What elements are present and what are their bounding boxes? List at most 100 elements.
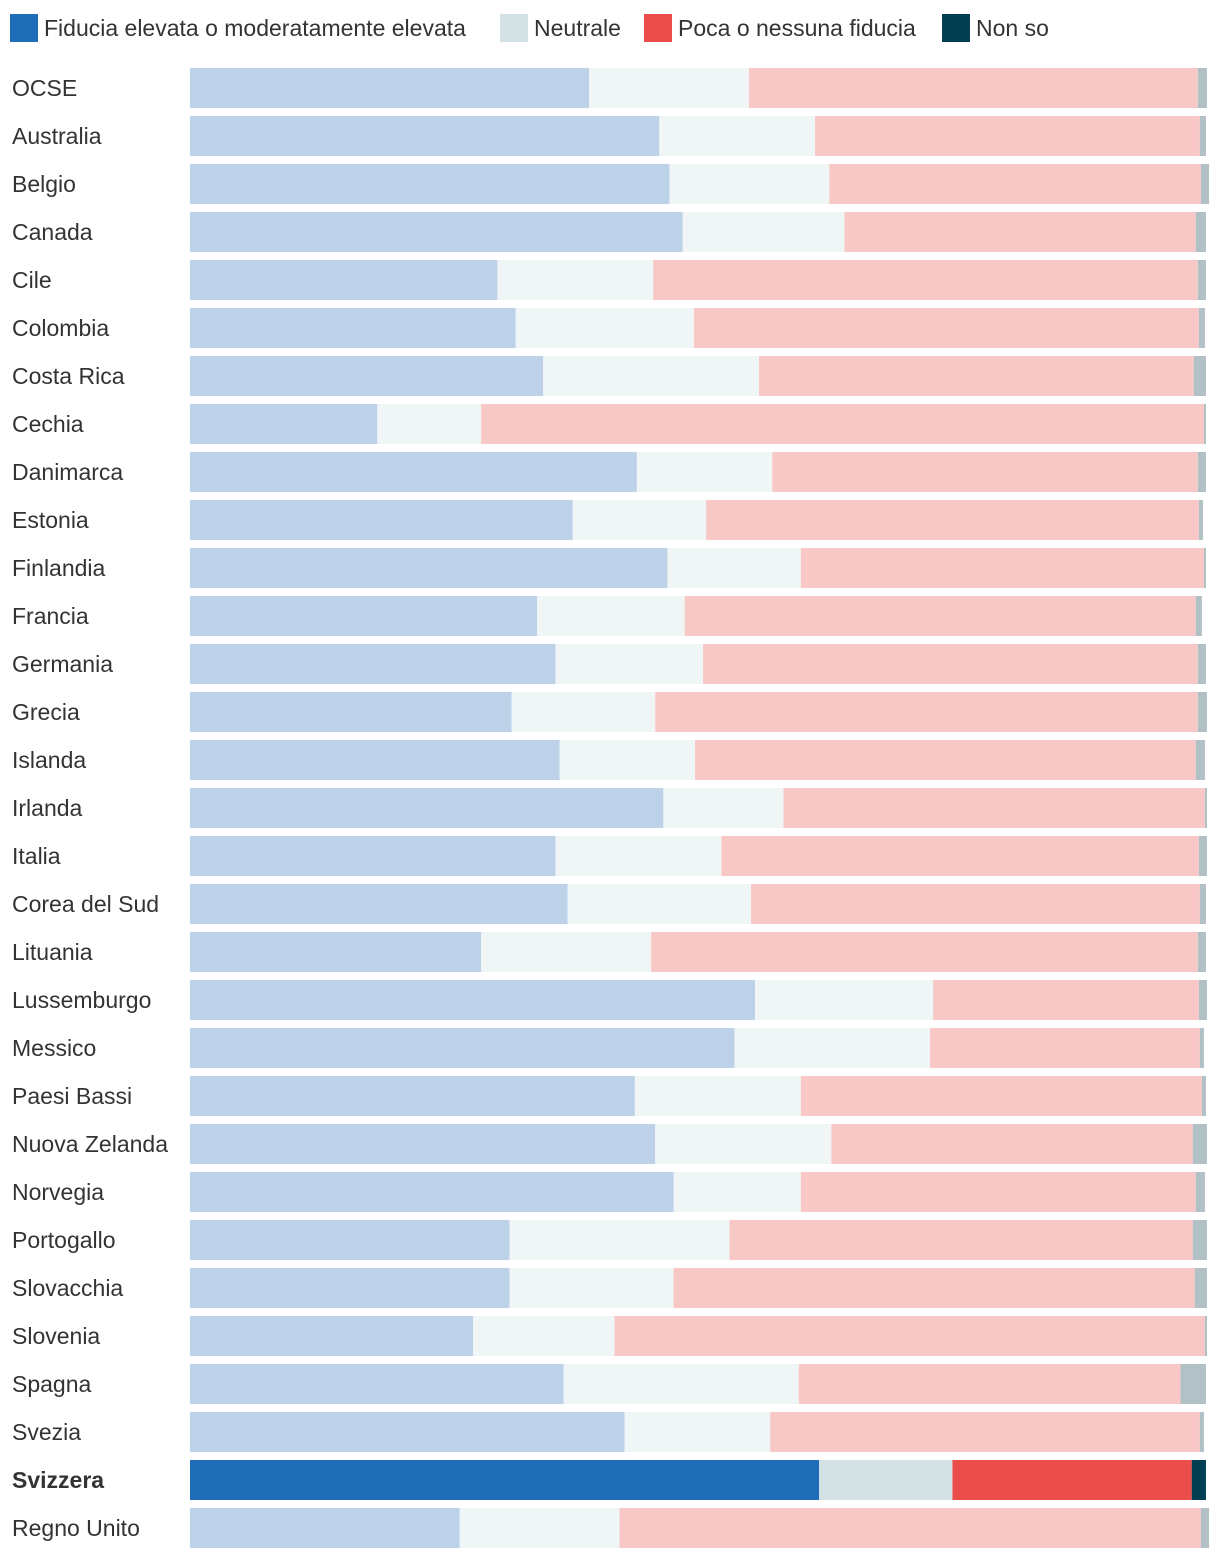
row-label-portogallo: Portogallo	[12, 1227, 116, 1253]
bar-segment-italia-non-so	[1198, 836, 1207, 876]
bar-segment-finlandia-neutrale	[667, 548, 801, 588]
row-nuova-zelanda: Nuova Zelanda	[12, 1124, 1207, 1164]
bar-segment-messico-non-so	[1199, 1028, 1204, 1068]
legend-label-poca-o-nessuna-fiducia: Poca o nessuna fiducia	[678, 15, 916, 41]
row-spagna: Spagna	[12, 1364, 1206, 1404]
row-label-lituania: Lituania	[12, 939, 93, 965]
bar-segment-cile-non-so	[1197, 260, 1206, 300]
row-svezia: Svezia	[12, 1412, 1204, 1452]
bar-segment-italia-neutrale	[555, 836, 722, 876]
bar-segment-grecia-non-so	[1197, 692, 1207, 732]
bar-segment-portogallo-non-so	[1192, 1220, 1207, 1260]
bar-segment-nuova-zelanda-non-so	[1192, 1124, 1207, 1164]
bar-segment-slovacchia-non-so	[1194, 1268, 1207, 1308]
row-label-belgio: Belgio	[12, 171, 76, 197]
bar-segment-regno-unito-poca-o-nessuna-fiducia	[619, 1508, 1201, 1548]
row-norvegia: Norvegia	[12, 1172, 1205, 1212]
bar-segment-svizzera-fiducia-elevata-o-moderatamente-elevata	[190, 1460, 820, 1500]
bar-segment-ocse-fiducia-elevata-o-moderatamente-elevata	[190, 68, 590, 108]
bar-segment-nuova-zelanda-neutrale	[655, 1124, 832, 1164]
bar-segment-corea-del-sud-non-so	[1199, 884, 1206, 924]
row-label-slovenia: Slovenia	[12, 1323, 100, 1349]
bar-segment-slovacchia-neutrale	[509, 1268, 674, 1308]
bar-segment-belgio-non-so	[1200, 164, 1210, 204]
bar-segment-paesi-bassi-non-so	[1201, 1076, 1206, 1116]
bar-segment-lussemburgo-poca-o-nessuna-fiducia	[933, 980, 1199, 1020]
bar-segment-spagna-fiducia-elevata-o-moderatamente-elevata	[190, 1364, 564, 1404]
legend-swatch-fiducia-elevata-o-moderatamente-elevata	[10, 14, 38, 42]
row-label-svizzera: Svizzera	[12, 1467, 104, 1493]
bar-segment-svezia-neutrale	[624, 1412, 771, 1452]
bar-segment-svezia-poca-o-nessuna-fiducia	[770, 1412, 1200, 1452]
row-costa-rica: Costa Rica	[12, 356, 1206, 396]
bar-segment-ocse-poca-o-nessuna-fiducia	[748, 68, 1198, 108]
row-label-paesi-bassi: Paesi Bassi	[12, 1083, 132, 1109]
bar-segment-slovenia-neutrale	[473, 1316, 615, 1356]
bar-segment-svezia-fiducia-elevata-o-moderatamente-elevata	[190, 1412, 625, 1452]
row-canada: Canada	[12, 212, 1206, 252]
bar-segment-canada-neutrale	[682, 212, 845, 252]
bar-segment-lussemburgo-fiducia-elevata-o-moderatamente-elevata	[190, 980, 755, 1020]
bar-segment-australia-fiducia-elevata-o-moderatamente-elevata	[190, 116, 660, 156]
bar-segment-spagna-poca-o-nessuna-fiducia	[798, 1364, 1181, 1404]
bar-segment-regno-unito-fiducia-elevata-o-moderatamente-elevata	[190, 1508, 460, 1548]
bar-segment-danimarca-neutrale	[636, 452, 773, 492]
bar-segment-grecia-poca-o-nessuna-fiducia	[655, 692, 1198, 732]
row-svizzera: Svizzera	[12, 1460, 1206, 1500]
bar-segment-costa-rica-non-so	[1193, 356, 1206, 396]
row-islanda: Islanda	[12, 740, 1205, 780]
row-danimarca: Danimarca	[12, 452, 1206, 492]
legend-item-neutrale: Neutrale	[500, 14, 621, 42]
row-regno-unito: Regno Unito	[12, 1508, 1210, 1548]
legend-item-poca-o-nessuna-fiducia: Poca o nessuna fiducia	[644, 14, 916, 42]
row-label-svezia: Svezia	[12, 1419, 81, 1445]
bar-segment-germania-poca-o-nessuna-fiducia	[703, 644, 1198, 684]
bar-segment-australia-poca-o-nessuna-fiducia	[815, 116, 1200, 156]
row-colombia: Colombia	[12, 308, 1205, 348]
bar-segment-costa-rica-poca-o-nessuna-fiducia	[759, 356, 1194, 396]
bar-segment-irlanda-fiducia-elevata-o-moderatamente-elevata	[190, 788, 664, 828]
bar-segment-lituania-poca-o-nessuna-fiducia	[651, 932, 1198, 972]
row-label-canada: Canada	[12, 219, 93, 245]
row-label-australia: Australia	[12, 123, 102, 149]
bar-segment-finlandia-non-so	[1203, 548, 1206, 588]
bar-segment-finlandia-poca-o-nessuna-fiducia	[800, 548, 1204, 588]
row-label-ocse: OCSE	[12, 75, 77, 101]
row-lituania: Lituania	[12, 932, 1206, 972]
bar-segment-islanda-poca-o-nessuna-fiducia	[694, 740, 1196, 780]
row-australia: Australia	[12, 116, 1206, 156]
row-label-estonia: Estonia	[12, 507, 89, 533]
row-label-corea-del-sud: Corea del Sud	[12, 891, 159, 917]
bar-segment-danimarca-non-so	[1197, 452, 1206, 492]
row-francia: Francia	[12, 596, 1202, 636]
row-label-francia: Francia	[12, 603, 89, 629]
row-corea-del-sud: Corea del Sud	[12, 884, 1206, 924]
row-label-costa-rica: Costa Rica	[12, 363, 125, 389]
bar-segment-colombia-poca-o-nessuna-fiducia	[693, 308, 1199, 348]
row-lussemburgo: Lussemburgo	[12, 980, 1207, 1020]
bar-segment-lussemburgo-neutrale	[754, 980, 934, 1020]
bar-segment-slovacchia-poca-o-nessuna-fiducia	[673, 1268, 1195, 1308]
bar-segment-danimarca-poca-o-nessuna-fiducia	[772, 452, 1198, 492]
bar-segment-lituania-neutrale	[481, 932, 652, 972]
row-paesi-bassi: Paesi Bassi	[12, 1076, 1206, 1116]
bar-segment-cechia-poca-o-nessuna-fiducia	[481, 404, 1204, 444]
bar-segment-costa-rica-neutrale	[543, 356, 760, 396]
bar-segment-svezia-non-so	[1199, 1412, 1204, 1452]
bar-segment-australia-neutrale	[659, 116, 816, 156]
bar-segment-norvegia-non-so	[1195, 1172, 1205, 1212]
bar-segment-lituania-non-so	[1197, 932, 1206, 972]
row-label-cechia: Cechia	[12, 411, 84, 437]
bar-segment-grecia-fiducia-elevata-o-moderatamente-elevata	[190, 692, 512, 732]
row-cechia: Cechia	[12, 404, 1206, 444]
bar-segment-lituania-fiducia-elevata-o-moderatamente-elevata	[190, 932, 482, 972]
bar-segment-grecia-neutrale	[511, 692, 656, 732]
bar-segment-regno-unito-non-so	[1200, 1508, 1210, 1548]
bar-segment-francia-non-so	[1195, 596, 1202, 636]
bar-segment-spagna-non-so	[1180, 1364, 1206, 1404]
bar-segment-corea-del-sud-neutrale	[567, 884, 751, 924]
bar-segment-nuova-zelanda-poca-o-nessuna-fiducia	[831, 1124, 1193, 1164]
row-label-danimarca: Danimarca	[12, 459, 123, 485]
legend-label-neutrale: Neutrale	[534, 15, 621, 41]
